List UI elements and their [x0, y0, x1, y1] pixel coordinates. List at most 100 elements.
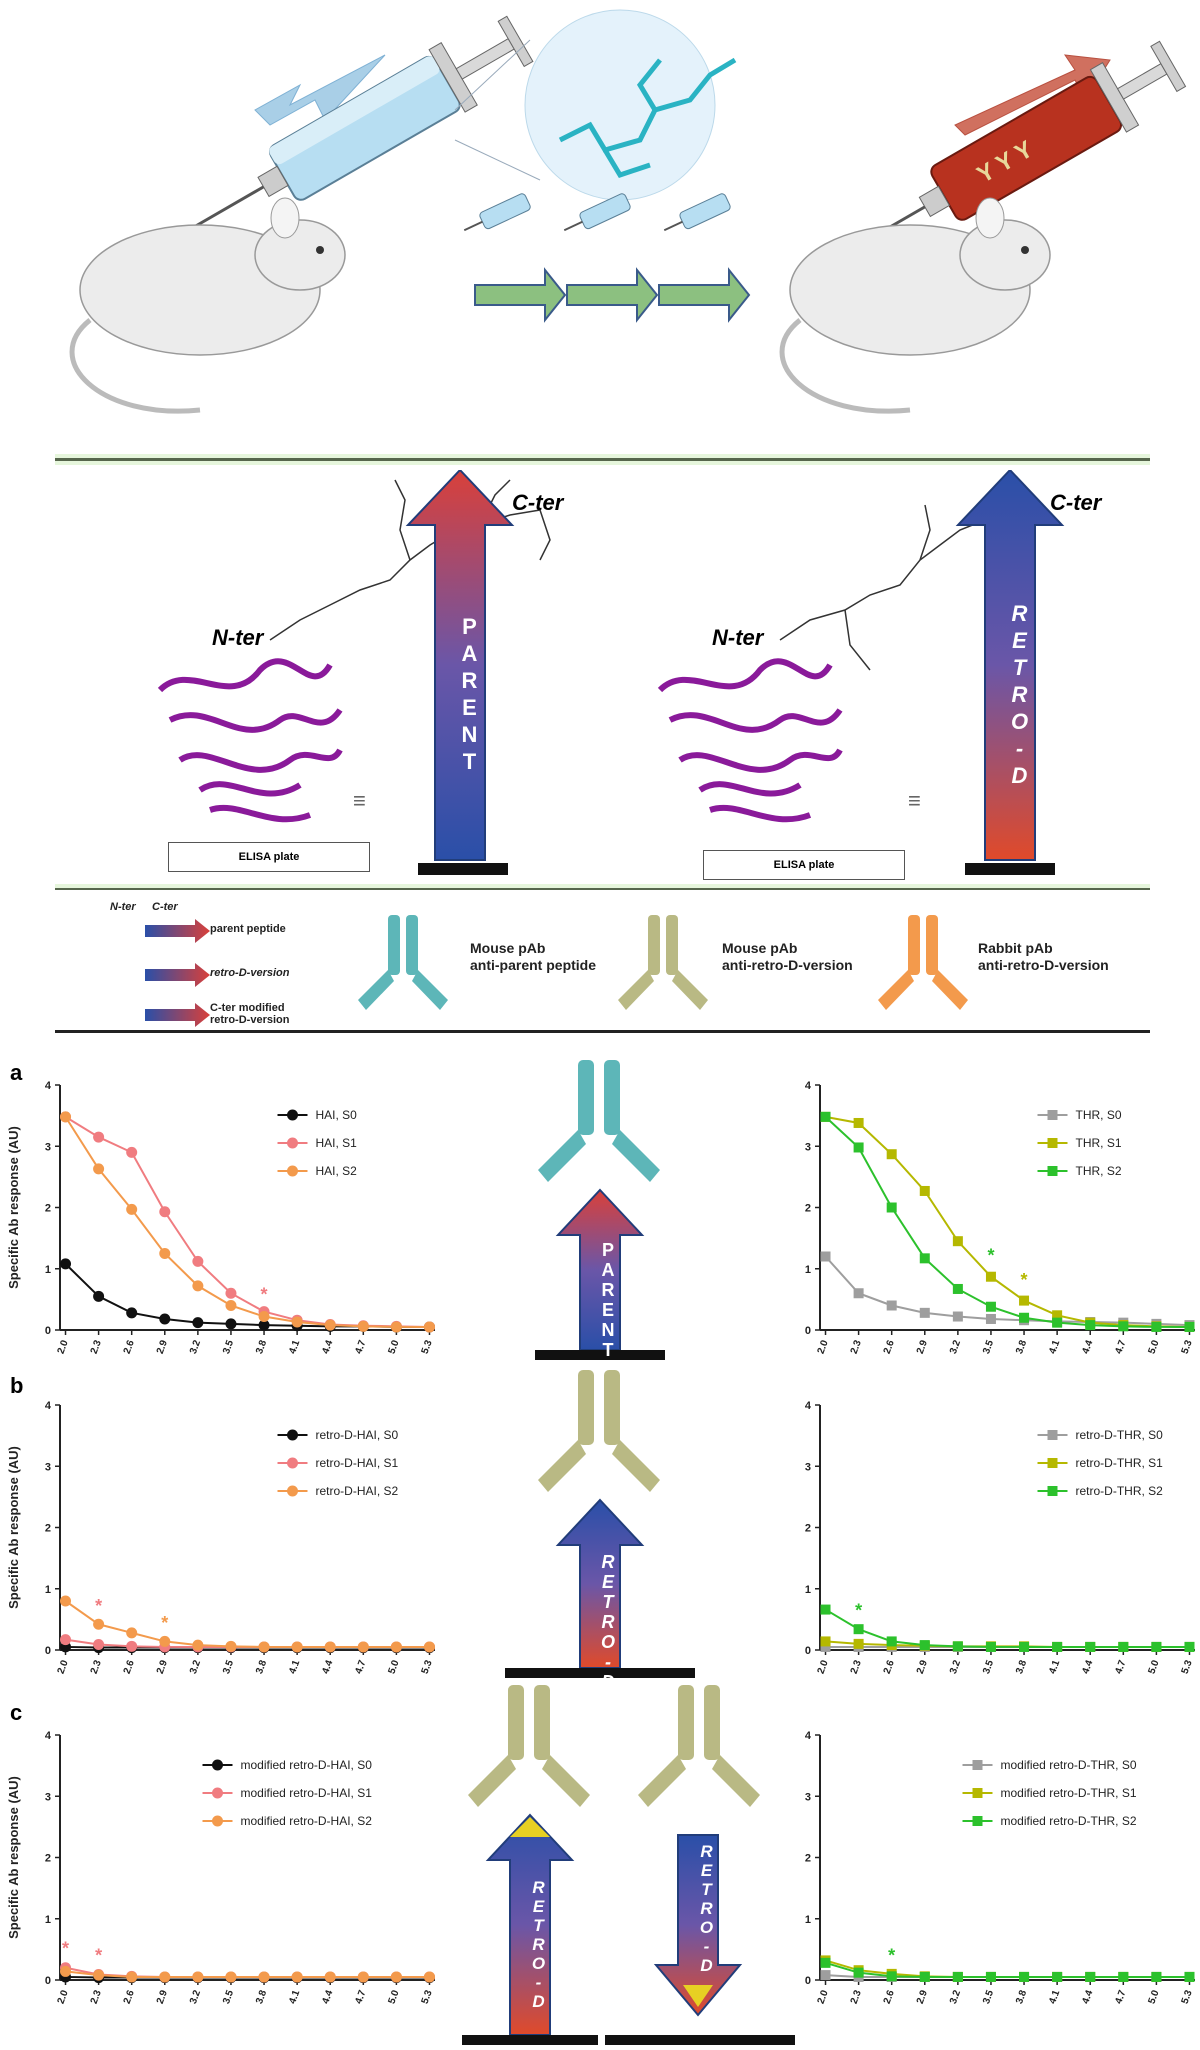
x-tick-label: 4.7 [1113, 1338, 1128, 1355]
significance-star: * [987, 1245, 994, 1265]
data-point [886, 1202, 897, 1213]
data-point [225, 1300, 237, 1311]
x-tick-label: 5.0 [387, 1338, 402, 1355]
series-line [65, 1970, 430, 1978]
x-tick-label: 3.5 [221, 1658, 236, 1675]
x-tick-label: 4.4 [1080, 1658, 1095, 1675]
data-point [390, 1971, 402, 1983]
x-tick-label: 3.8 [254, 1338, 269, 1355]
y-axis-label: Specific Ab response (AU) [6, 1446, 21, 1609]
x-tick-label: 4.1 [1047, 1988, 1062, 2005]
legend-label: retro-D-THR, S2 [1076, 1484, 1164, 1498]
x-tick-label: 4.7 [1113, 1988, 1128, 2005]
x-tick-label: 2.0 [56, 1658, 71, 1675]
data-point [1151, 1641, 1162, 1652]
x-tick-label: 4.1 [1047, 1658, 1062, 1675]
data-point [390, 1641, 402, 1653]
x-tick-label: 5.3 [420, 1338, 435, 1355]
mouse-right-icon [779, 197, 1051, 414]
data-point [1019, 1295, 1030, 1306]
separator-line [55, 458, 1150, 461]
x-tick-label: 5.3 [420, 1658, 435, 1675]
y-tick-label: 0 [805, 1645, 811, 1657]
x-tick-label: 2.6 [882, 1988, 897, 2005]
x-tick-label: 2.0 [56, 1988, 71, 2005]
legend-marker [287, 1429, 298, 1441]
data-point [1052, 1310, 1063, 1321]
y-tick-label: 4 [45, 1080, 52, 1092]
x-tick-label: 2.0 [816, 1658, 831, 1675]
y-tick-label: 3 [45, 1461, 51, 1473]
x-tick-label: 5.0 [1147, 1988, 1162, 2005]
x-tick-label: 2.0 [56, 1338, 71, 1355]
y-tick-label: 4 [45, 1730, 52, 1742]
legend-marker [1047, 1430, 1058, 1440]
legend-label: retro-D-THR, S0 [1076, 1428, 1164, 1442]
x-tick-label: 4.1 [287, 1658, 302, 1675]
data-point [1019, 1312, 1030, 1323]
panel-c-arrow1-label: RETRO-D [529, 1878, 548, 2011]
legend-label: modified retro-D-THR, S0 [1001, 1758, 1137, 1772]
y-tick-label: 2 [45, 1523, 51, 1535]
x-tick-label: 2.9 [155, 1658, 170, 1675]
legend-label: modified retro-D-HAI, S2 [241, 1814, 373, 1828]
data-point [390, 1321, 402, 1333]
immunization-illustration: Y Y Y [55, 9, 1187, 465]
legend-marker [287, 1109, 298, 1121]
data-point [60, 1965, 72, 1977]
data-point [324, 1319, 336, 1331]
data-point [1184, 1971, 1195, 1982]
data-point [886, 1149, 897, 1160]
data-point [919, 1971, 930, 1982]
x-tick-label: 3.5 [981, 1338, 996, 1355]
y-tick-label: 1 [45, 1584, 51, 1596]
y-axis-label: Specific Ab response (AU) [6, 1776, 21, 1939]
legend-label: retro-D-THR, S1 [1076, 1456, 1164, 1470]
data-point [1151, 1321, 1162, 1332]
y-tick-label: 0 [45, 1645, 51, 1657]
data-point [291, 1641, 303, 1653]
x-tick-label: 5.3 [1180, 1988, 1195, 2005]
significance-star: * [261, 1285, 268, 1305]
x-tick-label: 2.3 [849, 1658, 864, 1675]
y-tick-label: 1 [45, 1264, 51, 1276]
y-tick-label: 1 [45, 1914, 51, 1926]
legend-label: THR, S2 [1076, 1164, 1122, 1178]
data-point [258, 1641, 270, 1653]
y-tick-label: 3 [805, 1791, 811, 1803]
antibody-teal-icon [358, 915, 448, 1010]
data-point [853, 1288, 864, 1299]
x-tick-label: 2.0 [816, 1988, 831, 2005]
series-line [64, 1600, 430, 1648]
x-tick-label: 2.3 [89, 1338, 104, 1355]
data-point [1085, 1971, 1096, 1982]
panel-a-arrow-label: PARENT [598, 1240, 618, 1360]
data-point [159, 1247, 171, 1259]
data-point [820, 1251, 831, 1262]
x-tick-label: 2.3 [849, 1338, 864, 1355]
data-point [1118, 1641, 1129, 1652]
data-point [853, 1638, 864, 1649]
x-tick-label: 3.8 [1014, 1658, 1029, 1675]
significance-star: * [62, 1938, 69, 1958]
legend-label: modified retro-D-HAI, S0 [241, 1758, 373, 1772]
x-tick-label: 2.9 [915, 1338, 930, 1355]
data-point [1118, 1971, 1129, 1982]
elisa-plate-left: ELISA plate [168, 842, 370, 872]
panel-c-label: c [10, 1700, 23, 1725]
data-point [60, 1595, 72, 1607]
antibody-orange-icon [878, 915, 968, 1010]
x-tick-label: 4.1 [287, 1988, 302, 2005]
antibody-teal-line2: anti-parent peptide [470, 956, 597, 973]
x-tick-label: 4.7 [353, 1338, 368, 1355]
legend-marker [972, 1788, 983, 1798]
x-tick-label: 5.3 [1180, 1658, 1195, 1675]
data-point [952, 1311, 963, 1322]
x-tick-label: 4.1 [287, 1338, 302, 1355]
data-point [357, 1971, 369, 1983]
legend-retro: retro-D-version [210, 967, 290, 979]
data-point [60, 1634, 72, 1646]
x-tick-label: 2.0 [816, 1338, 831, 1355]
data-point [820, 1636, 831, 1647]
series-line [64, 1116, 430, 1328]
